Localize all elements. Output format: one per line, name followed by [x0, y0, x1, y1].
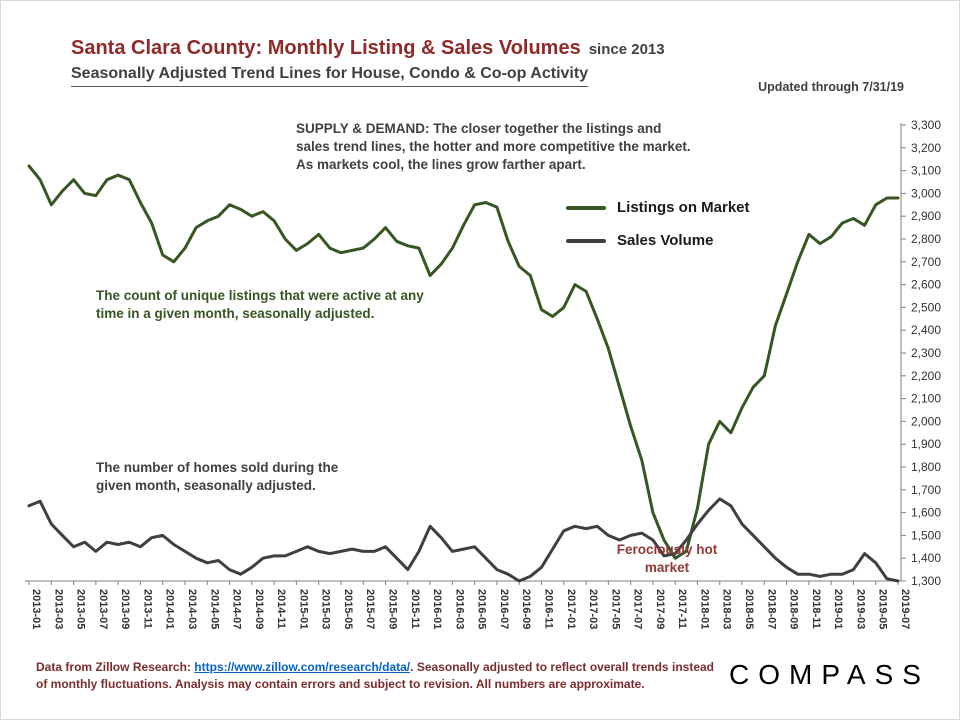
x-axis-label: 2015-09 — [387, 589, 399, 629]
x-axis-label: 2017-11 — [676, 589, 688, 629]
x-axis-label: 2017-01 — [565, 589, 577, 629]
legend-item-sales: Sales Volume — [566, 232, 750, 249]
page-title-suffix: since 2013 — [588, 41, 665, 58]
x-axis-label: 2018-05 — [743, 589, 755, 629]
x-axis-label: 2015-11 — [409, 589, 421, 629]
y-axis-label: 2,100 — [911, 392, 941, 406]
y-axis-label: 3,100 — [911, 164, 941, 178]
x-axis-label: 2019-07 — [899, 589, 911, 629]
x-axis-label: 2016-11 — [542, 589, 554, 629]
x-axis-label: 2013-07 — [97, 589, 109, 629]
x-axis-label: 2014-11 — [275, 589, 287, 629]
chart: 1,300 1,400 1,500 1,600 1,700 1,800 1,900 2,000… — [25, 118, 941, 629]
footer-prefix: Data from Zillow Research: — [36, 660, 195, 674]
y-axis-label: 1,700 — [911, 483, 941, 497]
x-axis-label: 2018-01 — [698, 589, 710, 629]
x-axis-label: 2016-01 — [431, 589, 443, 629]
x-axis-label: 2018-03 — [721, 589, 733, 629]
x-axis-label: 2014-09 — [253, 589, 265, 629]
x-axis-label: 2019-05 — [877, 589, 889, 629]
page-subtitle: Seasonally Adjusted Trend Lines for Hous… — [71, 65, 589, 87]
y-axis-label: 1,800 — [911, 460, 941, 474]
y-axis-label: 1,300 — [911, 574, 941, 588]
y-axis-label: 3,200 — [911, 141, 941, 155]
y-axis-label: 2,700 — [911, 255, 941, 269]
y-axis-label: 1,400 — [911, 551, 941, 565]
x-axis-label: 2014-01 — [164, 589, 176, 629]
y-axis-label: 2,300 — [911, 346, 941, 360]
y-axis-label: 2,000 — [911, 414, 941, 428]
y-axis-label: 1,500 — [911, 528, 941, 542]
sales-line — [27, 497, 900, 583]
legend-sales-label: Sales Volume — [617, 232, 714, 249]
x-axis-label: 2018-07 — [765, 589, 777, 629]
chart-legend: Listings on Market Sales Volume — [566, 199, 750, 265]
y-axis-label: 3,300 — [911, 118, 941, 132]
x-axis-label: 2017-05 — [609, 589, 621, 629]
x-axis-label: 2017-09 — [654, 589, 666, 629]
x-axis-label: 2013-05 — [75, 589, 87, 629]
x-axis-label: 2016-07 — [498, 589, 510, 629]
x-axis-label: 2013-01 — [30, 589, 42, 629]
x-axis-label: 2016-05 — [476, 589, 488, 629]
listings-definition-annotation: The count of unique listings that were a… — [96, 288, 424, 321]
supply-demand-annotation: SUPPLY & DEMAND: The closer together the… — [296, 121, 691, 172]
y-axis-label: 1,900 — [911, 437, 941, 451]
listings-line-swatch — [566, 205, 606, 210]
header: Santa Clara County: Monthly Listing & Sa… — [71, 37, 665, 60]
y-axis-label: 2,800 — [911, 232, 941, 246]
x-axis-label: 2019-03 — [854, 589, 866, 629]
x-axis-label: 2017-07 — [632, 589, 644, 629]
hot-market-annotation: Ferociously hot market — [616, 542, 718, 575]
y-axis-label: 2,900 — [911, 209, 941, 223]
y-axis-label: 1,600 — [911, 506, 941, 520]
x-axis-label: 2014-03 — [186, 589, 198, 629]
listings-line — [27, 164, 900, 560]
x-axis-label: 2018-09 — [788, 589, 800, 629]
x-axis-label: 2016-09 — [520, 589, 532, 629]
x-axis-label: 2018-11 — [810, 589, 822, 629]
footer-source-note: Data from Zillow Research: https://www.z… — [36, 659, 714, 694]
legend-item-listings: Listings on Market — [566, 199, 750, 216]
page-title: Santa Clara County: Monthly Listing & Sa… — [71, 37, 581, 59]
y-axis-label: 2,500 — [911, 300, 941, 314]
compass-logo: COMPASS — [729, 659, 930, 690]
x-axis-label: 2013-09 — [119, 589, 131, 629]
sales-definition-annotation: The number of homes sold during the give… — [96, 460, 339, 493]
x-axis-label: 2014-05 — [208, 589, 220, 629]
x-axis-label: 2019-01 — [832, 589, 844, 629]
x-axis-label: 2015-01 — [297, 589, 309, 629]
x-axis-label: 2015-03 — [320, 589, 332, 629]
y-axis-label: 2,600 — [911, 278, 941, 292]
x-axis-label: 2015-05 — [342, 589, 354, 629]
x-axis-label: 2014-07 — [231, 589, 243, 629]
updated-through-label: Updated through 7/31/19 — [758, 80, 904, 94]
x-axis-label: 2017-03 — [587, 589, 599, 629]
x-axis-label: 2015-07 — [364, 589, 376, 629]
y-axis-label: 3,000 — [911, 186, 941, 200]
sales-line-swatch — [566, 238, 606, 243]
legend-listings-label: Listings on Market — [617, 199, 750, 216]
y-axis-label: 2,400 — [911, 323, 941, 337]
y-axis-label: 2,200 — [911, 369, 941, 383]
footer-suffix: . Seasonally adjusted to reflect overall… — [36, 660, 714, 692]
x-axis-label: 2013-03 — [52, 589, 64, 629]
x-axis-label: 2016-03 — [453, 589, 465, 629]
zillow-research-link[interactable]: https://www.zillow.com/research/data/ — [194, 660, 411, 674]
x-axis-label: 2013-11 — [141, 589, 153, 629]
